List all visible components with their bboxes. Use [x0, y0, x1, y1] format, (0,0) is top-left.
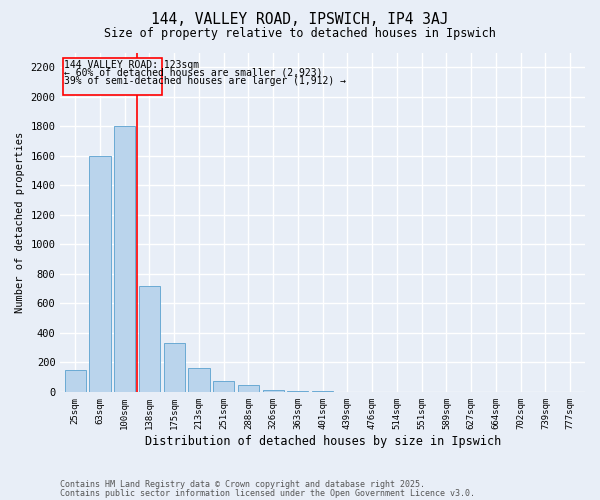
Bar	[114, 126, 135, 392]
Y-axis label: Number of detached properties: Number of detached properties	[15, 132, 25, 313]
Text: Size of property relative to detached houses in Ipswich: Size of property relative to detached ho…	[104, 28, 496, 40]
Bar	[139, 286, 160, 392]
Bar	[188, 368, 209, 392]
Bar	[89, 156, 110, 392]
Bar	[213, 381, 234, 392]
Bar	[238, 385, 259, 392]
Bar	[287, 390, 308, 392]
X-axis label: Distribution of detached houses by size in Ipswich: Distribution of detached houses by size …	[145, 434, 501, 448]
Text: Contains public sector information licensed under the Open Government Licence v3: Contains public sector information licen…	[60, 489, 475, 498]
Text: Contains HM Land Registry data © Crown copyright and database right 2025.: Contains HM Land Registry data © Crown c…	[60, 480, 425, 489]
Text: 39% of semi-detached houses are larger (1,912) →: 39% of semi-detached houses are larger (…	[64, 76, 346, 86]
Bar	[164, 343, 185, 392]
Text: 144 VALLEY ROAD: 123sqm: 144 VALLEY ROAD: 123sqm	[64, 60, 199, 70]
Bar	[63, 58, 162, 96]
Bar	[263, 390, 284, 392]
Bar	[65, 370, 86, 392]
Text: 144, VALLEY ROAD, IPSWICH, IP4 3AJ: 144, VALLEY ROAD, IPSWICH, IP4 3AJ	[151, 12, 449, 28]
Text: ← 60% of detached houses are smaller (2,923): ← 60% of detached houses are smaller (2,…	[64, 68, 323, 78]
